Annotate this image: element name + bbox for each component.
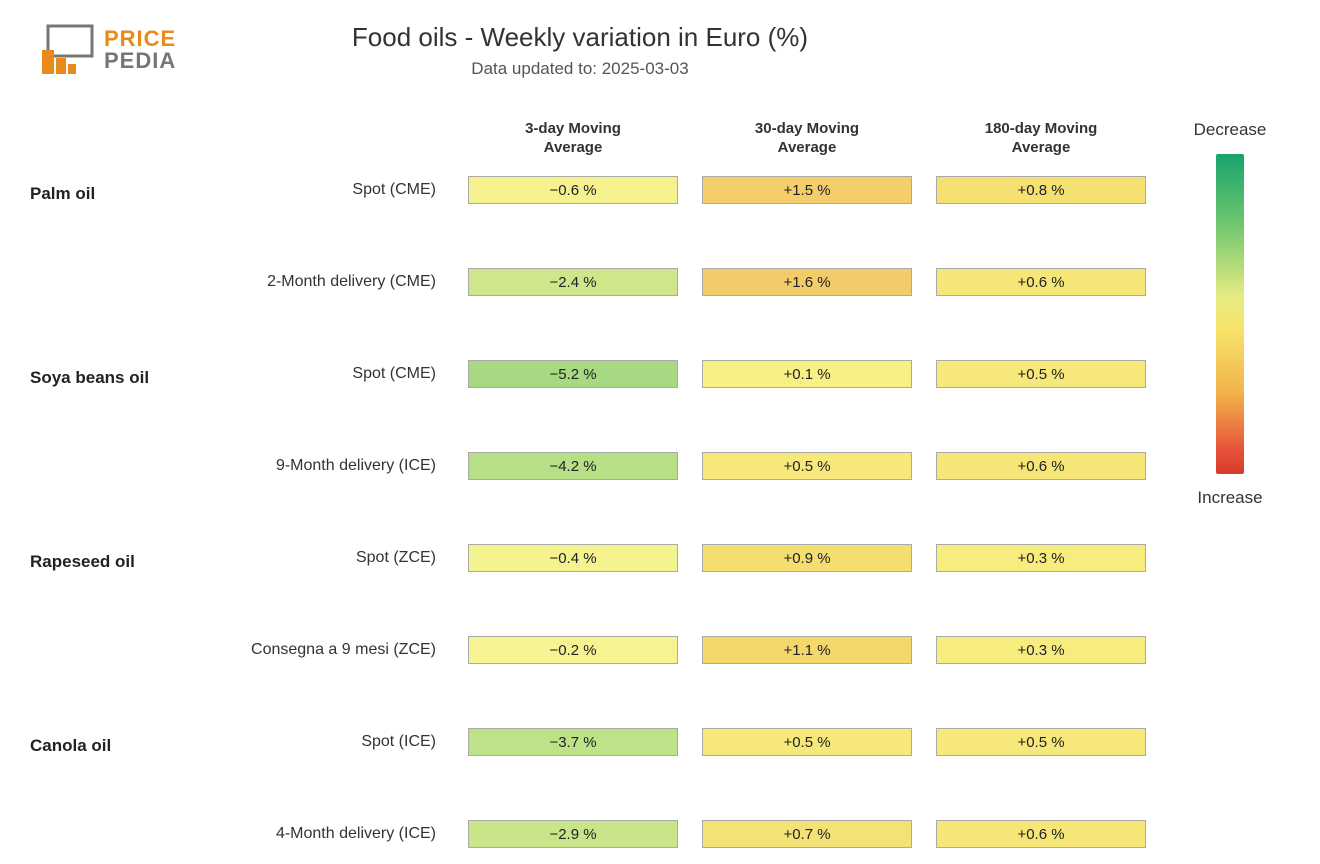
heatmap-cell: +0.6 % [936, 452, 1146, 480]
column-header: 30-day MovingAverage [702, 120, 912, 158]
table-row: 2-Month delivery (CME)−2.4 %+1.6 %+0.6 % [30, 266, 1130, 312]
page-title: Food oils - Weekly variation in Euro (%) [0, 22, 1160, 53]
heatmap-cell: −0.2 % [468, 636, 678, 664]
heatmap-cell: −2.9 % [468, 820, 678, 848]
heatmap-cell: −4.2 % [468, 452, 678, 480]
heatmap-cell: −5.2 % [468, 360, 678, 388]
row-sub-label: Spot (ZCE) [30, 549, 448, 567]
row-sub-label: Consegna a 9 mesi (ZCE) [30, 641, 448, 659]
row-sub-label: Spot (CME) [30, 181, 448, 199]
column-headers: 3-day MovingAverage 30-day MovingAverage 1… [468, 120, 1146, 158]
row-sub-label: Spot (ICE) [30, 733, 448, 751]
row-cells: −2.4 % +1.6 % +0.6 % [468, 268, 1146, 296]
legend-top-label: Decrease [1180, 120, 1280, 140]
heatmap-cell: +0.9 % [702, 544, 912, 572]
heatmap-cell: +0.1 % [702, 360, 912, 388]
heatmap-cell: −0.4 % [468, 544, 678, 572]
table-row: 4-Month delivery (ICE)−2.9 %+0.7 %+0.6 % [30, 818, 1130, 864]
table-row: Consegna a 9 mesi (ZCE)−0.2 %+1.1 %+0.3 … [30, 634, 1130, 680]
heatmap-cell: +0.7 % [702, 820, 912, 848]
heatmap-cell: +0.6 % [936, 820, 1146, 848]
color-legend: Decrease Increase [1180, 120, 1280, 520]
heatmap-cell: +0.3 % [936, 544, 1146, 572]
heatmap-cell: −2.4 % [468, 268, 678, 296]
legend-bottom-label: Increase [1180, 488, 1280, 508]
row-cells: −0.4 % +0.9 % +0.3 % [468, 544, 1146, 572]
row-sub-label: 2-Month delivery (CME) [30, 273, 448, 291]
table-row: Soya beans oilSpot (CME)−5.2 %+0.1 %+0.5… [30, 358, 1130, 404]
row-cells: −3.7 % +0.5 % +0.5 % [468, 728, 1146, 756]
heatmap-cell: +1.6 % [702, 268, 912, 296]
table-row: Rapeseed oilSpot (ZCE)−0.4 %+0.9 %+0.3 % [30, 542, 1130, 588]
page: PRICE PEDIA Food oils - Weekly variation… [0, 0, 1320, 570]
row-cells: −0.6 % +1.5 % +0.8 % [468, 176, 1146, 204]
heatmap-cell: +0.5 % [936, 360, 1146, 388]
heatmap-cell: +0.5 % [702, 728, 912, 756]
heatmap-cell: +1.1 % [702, 636, 912, 664]
row-cells: −2.9 % +0.7 % +0.6 % [468, 820, 1146, 848]
legend-gradient-bar [1216, 154, 1244, 474]
column-header: 180-day MovingAverage [936, 120, 1146, 158]
heatmap-cell: +0.5 % [702, 452, 912, 480]
page-subtitle: Data updated to: 2025-03-03 [0, 59, 1160, 79]
heatmap-cell: +0.5 % [936, 728, 1146, 756]
column-header: 3-day MovingAverage [468, 120, 678, 158]
row-cells: −0.2 % +1.1 % +0.3 % [468, 636, 1146, 664]
heatmap-cell: +0.8 % [936, 176, 1146, 204]
heatmap-cell: +0.6 % [936, 268, 1146, 296]
title-block: Food oils - Weekly variation in Euro (%)… [0, 22, 1160, 79]
heatmap-cell: −0.6 % [468, 176, 678, 204]
row-sub-label: 4-Month delivery (ICE) [30, 825, 448, 843]
heatmap-cell: +1.5 % [702, 176, 912, 204]
heatmap-cell: −3.7 % [468, 728, 678, 756]
row-sub-label: 9-Month delivery (ICE) [30, 457, 448, 475]
table-row: Canola oilSpot (ICE)−3.7 %+0.5 %+0.5 % [30, 726, 1130, 772]
table-row: Palm oilSpot (CME)−0.6 %+1.5 %+0.8 % [30, 174, 1130, 220]
row-cells: −4.2 % +0.5 % +0.6 % [468, 452, 1146, 480]
row-cells: −5.2 % +0.1 % +0.5 % [468, 360, 1146, 388]
table-rows: Palm oilSpot (CME)−0.6 %+1.5 %+0.8 %2-Mo… [30, 174, 1130, 542]
heatmap-cell: +0.3 % [936, 636, 1146, 664]
table-row: 9-Month delivery (ICE)−4.2 %+0.5 %+0.6 % [30, 450, 1130, 496]
row-sub-label: Spot (CME) [30, 365, 448, 383]
